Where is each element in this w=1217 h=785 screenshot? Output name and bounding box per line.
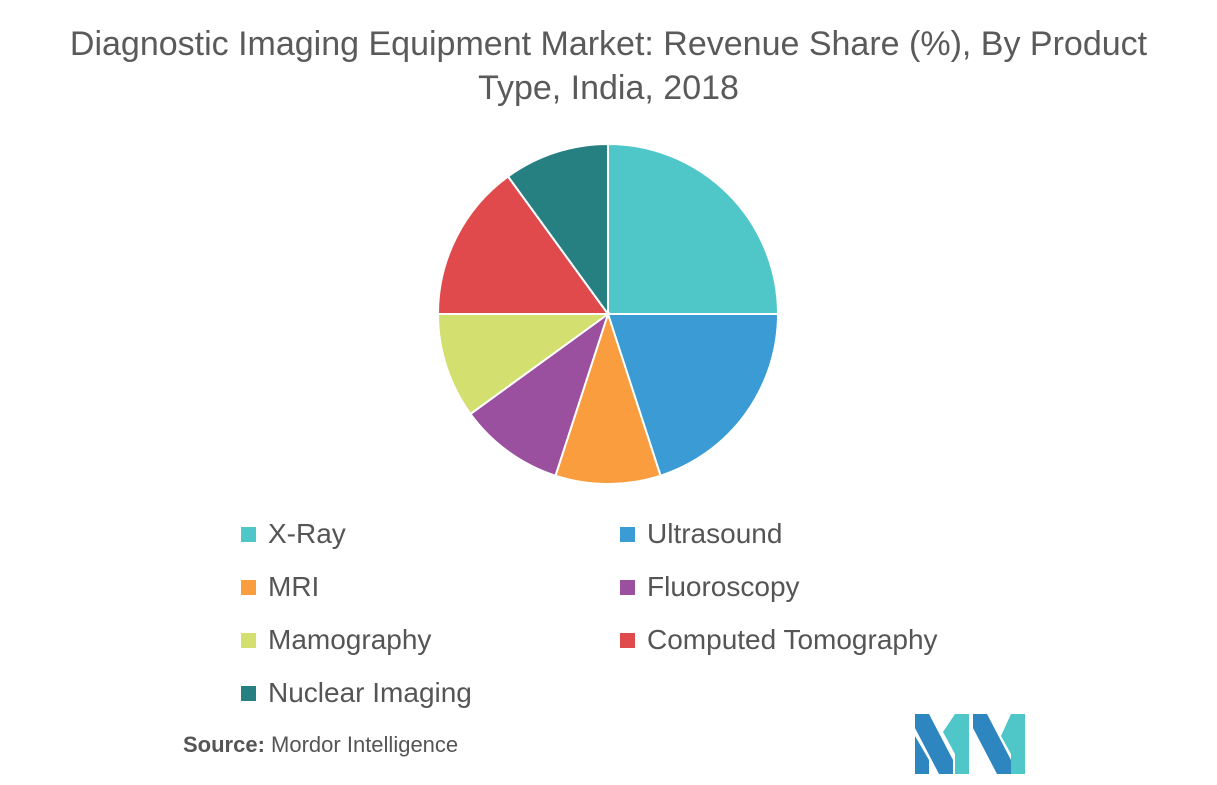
legend-swatch	[241, 632, 256, 648]
source-note: Source: Mordor Intelligence	[183, 732, 458, 758]
legend-item: X-Ray	[241, 514, 346, 554]
legend-item: Ultrasound	[620, 514, 782, 554]
legend-item: MRI	[241, 567, 319, 607]
legend-label: Ultrasound	[647, 518, 783, 549]
legend-swatch	[620, 632, 635, 648]
legend-item: Mamography	[241, 620, 431, 660]
legend-label: Fluoroscopy	[647, 571, 800, 602]
legend-label: Mamography	[268, 624, 432, 655]
legend-label: X-Ray	[268, 518, 346, 549]
source-text: Mordor Intelligence	[271, 732, 459, 757]
pie-slice-fluoroscopy	[469, 311, 610, 477]
legend-swatch	[620, 526, 635, 542]
pie-slice-x-ray	[607, 142, 780, 315]
legend-swatch	[241, 579, 256, 595]
pie-slice-mri	[554, 310, 662, 485]
legend-swatch	[241, 685, 256, 701]
pie-slice-mamography	[436, 313, 612, 416]
legend-item: Fluoroscopy	[620, 567, 800, 607]
legend-label: MRI	[268, 571, 320, 602]
legend-label: Nuclear Imaging	[268, 677, 472, 708]
source-label: Source:	[183, 732, 265, 757]
mordor-intelligence-logo-icon	[915, 714, 1025, 774]
legend-label: Computed Tomography	[647, 624, 938, 655]
pie-chart	[436, 142, 780, 485]
legend-item: Nuclear Imaging	[241, 673, 472, 713]
pie-slice-ultrasound	[606, 313, 780, 477]
chart-title: Diagnostic Imaging Equipment Market: Rev…	[69, 25, 1148, 107]
legend-item: Computed Tomography	[620, 620, 938, 660]
pie-slice-computed-tomography	[436, 175, 610, 315]
legend-swatch	[241, 526, 256, 542]
pie-slice-nuclear-imaging	[506, 142, 609, 318]
legend-swatch	[620, 579, 635, 595]
